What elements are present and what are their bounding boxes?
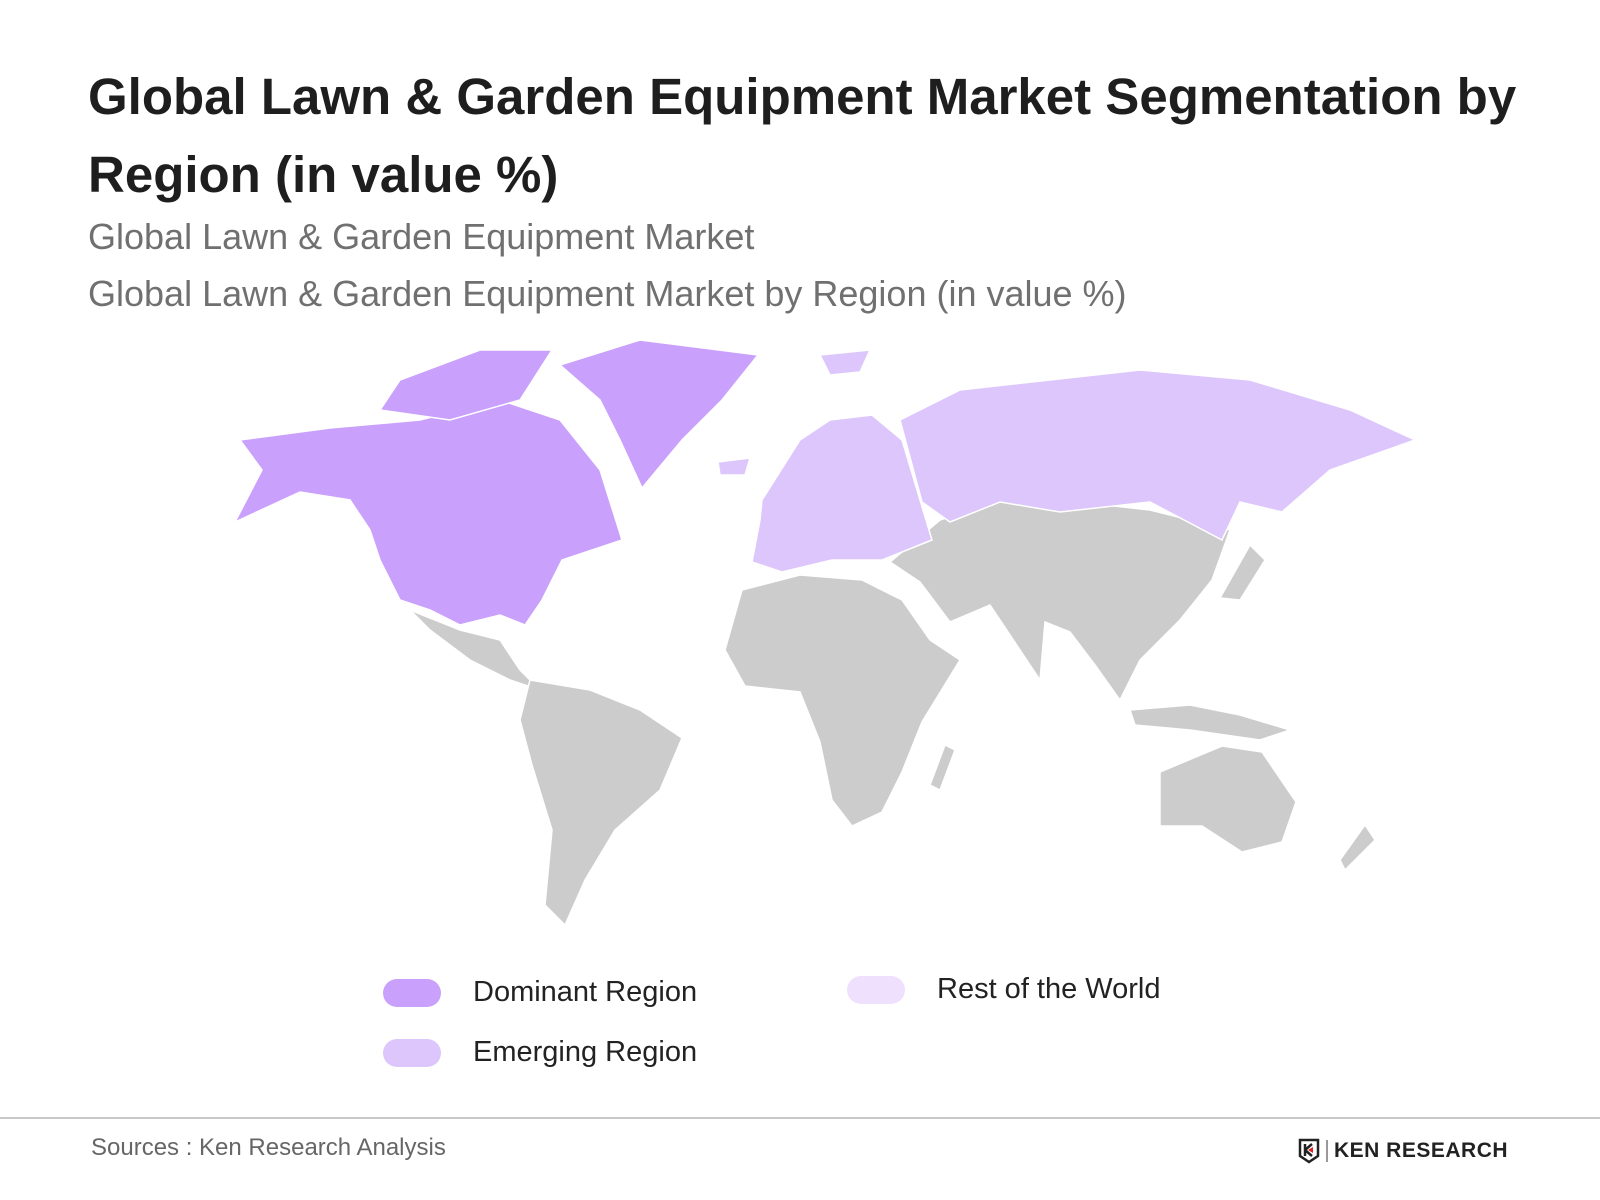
region-north-america <box>233 399 623 626</box>
ken-research-logo: KEN RESEARCH <box>1298 1138 1508 1164</box>
region-greenland <box>558 339 760 490</box>
region-russia <box>899 369 1417 542</box>
region-madagascar <box>929 743 956 792</box>
region-svalbard <box>818 349 872 376</box>
legend-item-rest-of-world: Rest of the World <box>847 973 1161 1006</box>
legend-item-emerging: Emerging Region <box>383 1036 697 1069</box>
legend-swatch <box>383 978 441 1007</box>
footer-divider <box>0 1117 1600 1119</box>
region-australia <box>1159 745 1297 853</box>
region-europe <box>751 414 933 573</box>
region-africa <box>724 574 962 827</box>
subtitle: Global Lawn & Garden Equipment Market <box>88 216 755 257</box>
world-map <box>233 339 1417 927</box>
legend-swatch <box>383 1038 441 1067</box>
region-new-zealand <box>1339 823 1376 872</box>
legend-item-dominant: Dominant Region <box>383 976 697 1009</box>
logo-text: KEN RESEARCH <box>1334 1139 1509 1162</box>
ken-research-logo-icon <box>1298 1138 1320 1164</box>
legend-label: Emerging Region <box>473 1036 698 1068</box>
page-title: Global Lawn & Garden Equipment Market Se… <box>88 68 1517 203</box>
legend-swatch <box>847 975 905 1004</box>
region-indonesia <box>1128 704 1293 741</box>
region-japan <box>1218 543 1266 601</box>
region-arctic-islands <box>378 349 554 421</box>
subtitle-secondary: Global Lawn & Garden Equipment Market by… <box>88 273 1127 314</box>
legend-label: Rest of the World <box>937 973 1161 1005</box>
sources-note: Sources : Ken Research Analysis <box>91 1134 446 1161</box>
region-iceland <box>717 457 752 476</box>
legend-label: Dominant Region <box>473 976 698 1008</box>
region-south-america <box>519 679 683 927</box>
region-asia <box>888 499 1231 702</box>
